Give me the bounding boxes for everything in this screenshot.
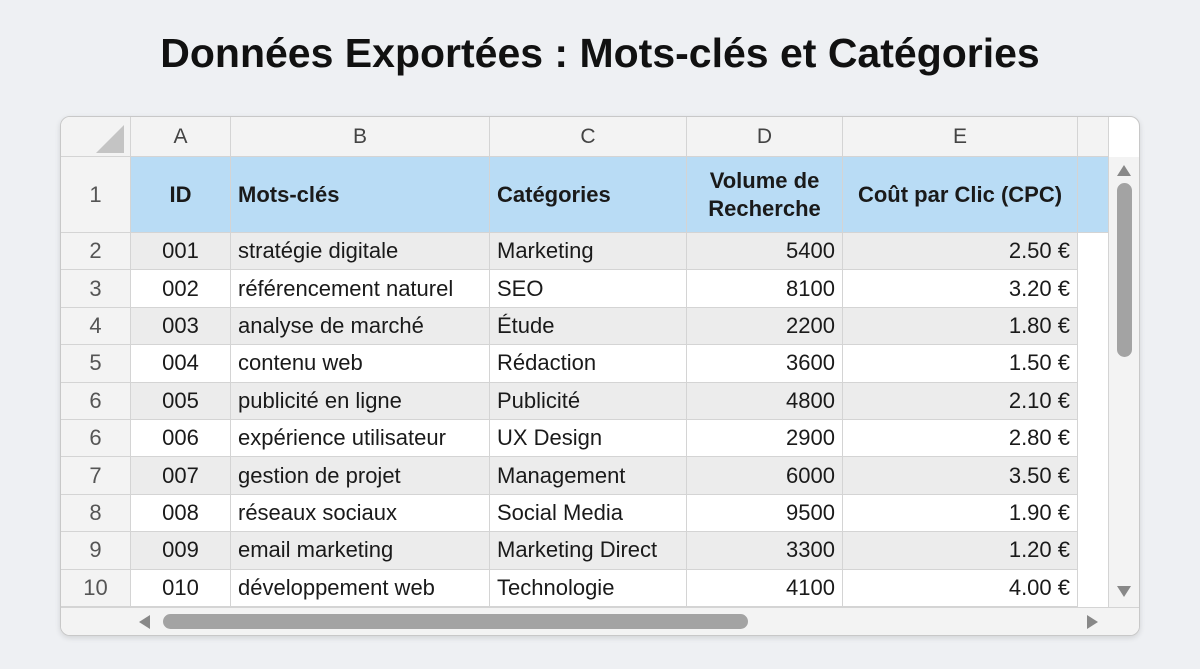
data-cell[interactable]: réseaux sociaux <box>231 494 490 533</box>
data-cell[interactable]: 8100 <box>687 270 843 308</box>
data-cell[interactable]: Marketing Direct <box>490 532 687 570</box>
data-cell[interactable]: 1.90 € <box>843 494 1078 533</box>
row-number[interactable]: 6 <box>61 382 131 420</box>
header-cell[interactable]: Catégories <box>490 157 687 233</box>
data-cell[interactable]: publicité en ligne <box>231 382 490 420</box>
data-cell[interactable]: référencement naturel <box>231 270 490 308</box>
row-number[interactable]: 8 <box>61 494 131 533</box>
data-cell[interactable]: Étude <box>490 307 687 346</box>
row-number[interactable]: 4 <box>61 307 131 346</box>
vertical-scroll-thumb[interactable] <box>1117 183 1132 357</box>
data-cell[interactable]: 009 <box>131 532 231 570</box>
data-cell[interactable]: Technologie <box>490 569 687 607</box>
data-cell[interactable]: Social Media <box>490 494 687 533</box>
data-cell[interactable]: 3.50 € <box>843 457 1078 495</box>
column-letter[interactable]: A <box>131 117 231 157</box>
data-cell[interactable]: 3.20 € <box>843 270 1078 308</box>
data-cell[interactable]: 9500 <box>687 494 843 533</box>
data-cell[interactable]: contenu web <box>231 345 490 383</box>
scroll-up-arrow[interactable] <box>1117 165 1131 176</box>
data-cell[interactable]: 008 <box>131 494 231 533</box>
data-cell[interactable]: 005 <box>131 382 231 420</box>
select-all-corner[interactable] <box>96 125 124 153</box>
scroll-left-arrow[interactable] <box>139 615 150 629</box>
data-cell[interactable]: 2900 <box>687 420 843 458</box>
column-letter[interactable]: B <box>231 117 490 157</box>
data-cell[interactable]: 4.00 € <box>843 569 1078 607</box>
data-cell[interactable]: 2.10 € <box>843 382 1078 420</box>
data-cell[interactable]: 4100 <box>687 569 843 607</box>
data-cell[interactable]: Management <box>490 457 687 495</box>
data-cell[interactable]: 2.50 € <box>843 233 1078 271</box>
data-cell[interactable]: 1.80 € <box>843 307 1078 346</box>
data-cell[interactable]: 1.50 € <box>843 345 1078 383</box>
data-cell[interactable]: 010 <box>131 569 231 607</box>
scroll-right-arrow[interactable] <box>1087 615 1098 629</box>
row-number[interactable]: 9 <box>61 532 131 570</box>
data-cell[interactable]: Publicité <box>490 382 687 420</box>
horizontal-scroll-thumb[interactable] <box>163 614 748 629</box>
data-cell[interactable]: 3300 <box>687 532 843 570</box>
scroll-down-arrow[interactable] <box>1117 586 1131 597</box>
spreadsheet: 4.00 €4100 Technologie développement web 01… <box>60 116 1140 636</box>
data-cell[interactable]: SEO <box>490 270 687 308</box>
data-cell[interactable]: 1.20 € <box>843 532 1078 570</box>
header-cell-empty <box>1078 157 1109 233</box>
page-title: Données Exportées : Mots-clés et Catégor… <box>160 30 1040 76</box>
header-cell[interactable]: Coût par Clic (CPC) <box>843 157 1078 233</box>
row-number[interactable]: 3 <box>61 270 131 308</box>
data-cell[interactable]: UX Design <box>490 420 687 458</box>
row-number[interactable]: 7 <box>61 457 131 495</box>
row-number[interactable]: 5 <box>61 345 131 383</box>
data-cell[interactable]: 004 <box>131 345 231 383</box>
data-cell[interactable]: 007 <box>131 457 231 495</box>
data-cell[interactable]: stratégie digitale <box>231 233 490 271</box>
data-cell[interactable]: 2.80 € <box>843 420 1078 458</box>
row-number[interactable]: 10 <box>61 569 131 607</box>
data-cell[interactable]: gestion de projet <box>231 457 490 495</box>
data-cell[interactable]: analyse de marché <box>231 307 490 346</box>
data-cell[interactable]: Rédaction <box>490 345 687 383</box>
data-cell[interactable]: 001 <box>131 233 231 271</box>
row-number[interactable]: 2 <box>61 233 131 271</box>
column-letter[interactable]: E <box>843 117 1078 157</box>
data-cell[interactable]: 003 <box>131 307 231 346</box>
data-cell[interactable]: 002 <box>131 270 231 308</box>
header-cell[interactable]: Volume de Recherche <box>687 157 843 233</box>
data-cell[interactable]: expérience utilisateur <box>231 420 490 458</box>
row-number[interactable]: 1 <box>61 157 131 233</box>
data-cell[interactable]: 5400 <box>687 233 843 271</box>
column-letter[interactable]: D <box>687 117 843 157</box>
data-cell[interactable]: email marketing <box>231 532 490 570</box>
row-number[interactable]: 6 <box>61 420 131 458</box>
column-letter[interactable]: C <box>490 117 687 157</box>
data-cell[interactable]: 2200 <box>687 307 843 346</box>
data-cell[interactable]: 4800 <box>687 382 843 420</box>
header-cell[interactable]: ID <box>131 157 231 233</box>
data-cell[interactable]: 3600 <box>687 345 843 383</box>
data-cell[interactable]: développement web <box>231 569 490 607</box>
data-cell[interactable]: 006 <box>131 420 231 458</box>
column-letter-empty <box>1078 117 1109 157</box>
header-cell[interactable]: Mots-clés <box>231 157 490 233</box>
data-cell[interactable]: Marketing <box>490 233 687 271</box>
data-cell[interactable]: 6000 <box>687 457 843 495</box>
